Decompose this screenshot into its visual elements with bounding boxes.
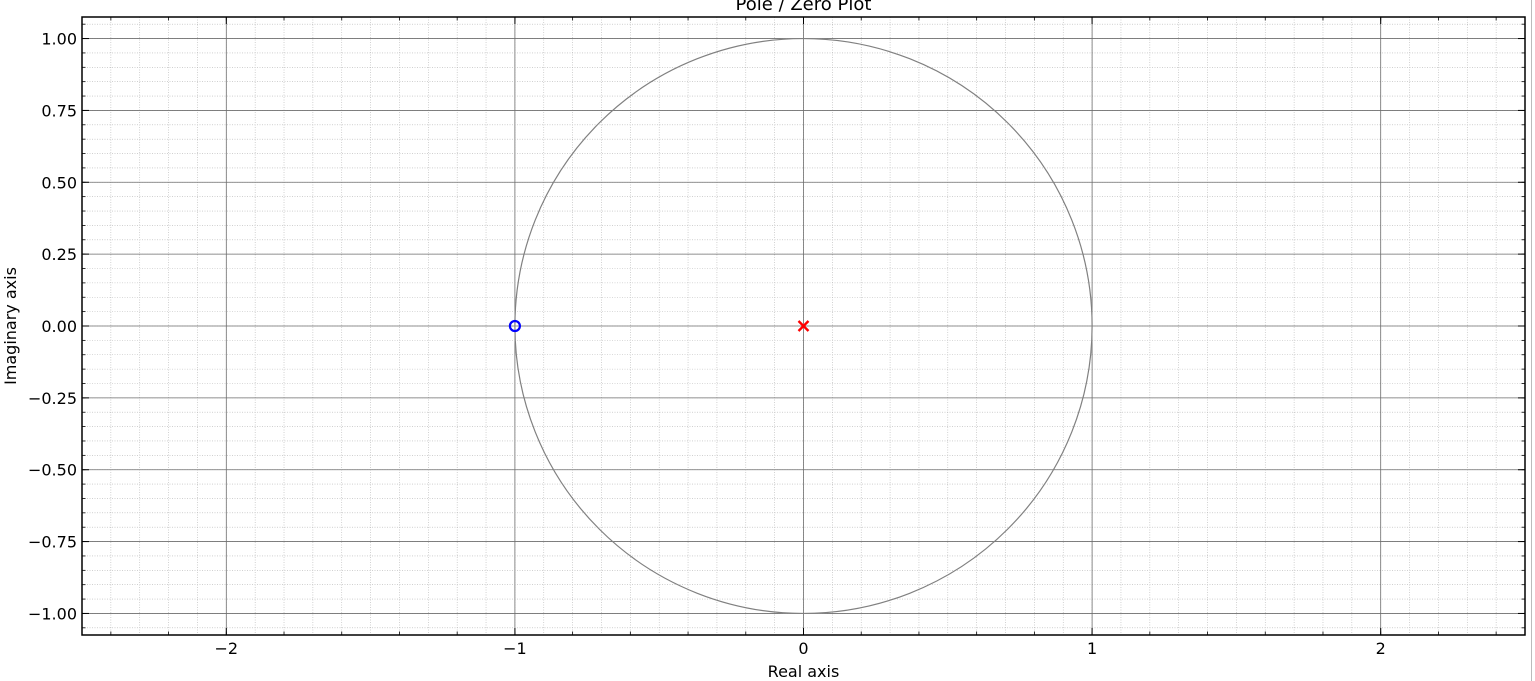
x-tick-label: −2	[215, 639, 239, 658]
unit-circle-path	[514, 37, 1093, 615]
x-axis-label: Real axis	[768, 662, 840, 681]
x-tick-label: −1	[503, 639, 527, 658]
x-tick-label: 1	[1087, 639, 1097, 658]
pole-marker	[797, 320, 810, 332]
y-tick-label: 0.00	[41, 317, 77, 336]
y-tick-label: 0.75	[41, 101, 77, 120]
y-tick-label: 1.00	[41, 30, 77, 49]
chart-title: Pole / Zero Plot	[736, 0, 872, 15]
x-tick-labels: −2 −1 0 1 2	[215, 639, 1386, 658]
window-edge	[1531, 0, 1532, 681]
data-marks	[508, 319, 810, 333]
x-tick-label: 0	[798, 639, 808, 658]
pole-marker-stroke	[797, 320, 810, 332]
y-tick-label: 0.50	[41, 173, 77, 192]
y-tick-labels: 1.00 0.75 0.50 0.25 0.00 −0.25 −0.50 −0.75 −1.00	[28, 30, 77, 624]
x-tick-label: 2	[1376, 639, 1386, 658]
y-tick-label: 0.25	[41, 245, 77, 264]
axis-ticks	[82, 17, 1525, 635]
y-tick-label: −0.25	[28, 389, 77, 408]
zero-marker	[508, 319, 522, 333]
y-tick-label: −1.00	[28, 604, 77, 623]
y-tick-label: −0.50	[28, 461, 77, 480]
y-tick-label: −0.75	[28, 533, 77, 552]
y-axis-label: Imaginary axis	[1, 267, 20, 385]
